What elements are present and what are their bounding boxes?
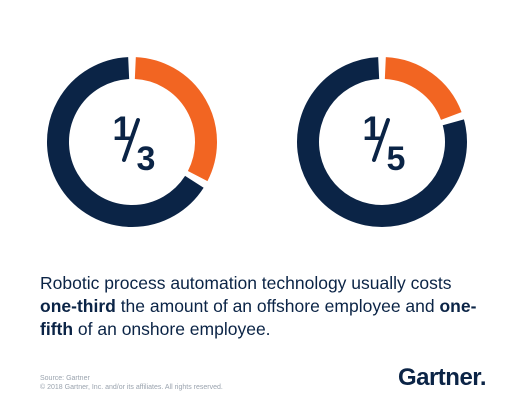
highlight-slice-1 xyxy=(134,57,217,182)
caption-part1: Robotic process automation technology us… xyxy=(40,273,452,293)
brand-dot: . xyxy=(479,364,487,391)
caption-bold-fifth: fifth xyxy=(40,319,74,339)
remainder-slice-1 xyxy=(47,57,204,227)
fraction-slash-2 xyxy=(372,118,390,162)
caption-bold-one-third: one-third xyxy=(40,296,116,316)
donut-chart-1: 13 xyxy=(47,57,217,227)
copyright-line: © 2018 Gartner, Inc. and/or its affiliat… xyxy=(40,384,223,391)
fraction-numerator-2: 1 xyxy=(363,110,382,148)
source-note: Source: Gartner © 2018 Gartner, Inc. and… xyxy=(40,374,223,392)
remainder-slice-2 xyxy=(297,57,467,227)
brand-name: Gartner xyxy=(397,364,480,391)
caption-part2: the amount of an offshore employee and xyxy=(115,296,440,316)
fraction-denominator-1: 3 xyxy=(137,140,156,178)
caption-bold-one: one- xyxy=(439,296,477,316)
donut-chart-2: 15 xyxy=(297,57,467,227)
caption: Robotic process automation technology us… xyxy=(40,272,492,341)
caption-part3: of an onshore employee. xyxy=(73,319,271,339)
gartner-logo: Gartner. xyxy=(397,364,487,392)
fraction-denominator-2: 5 xyxy=(387,140,406,178)
highlight-slice-2 xyxy=(384,57,462,121)
source-line: Source: Gartner xyxy=(40,375,90,382)
fraction-numerator-1: 1 xyxy=(113,110,132,148)
fraction-slash-1 xyxy=(122,118,140,162)
